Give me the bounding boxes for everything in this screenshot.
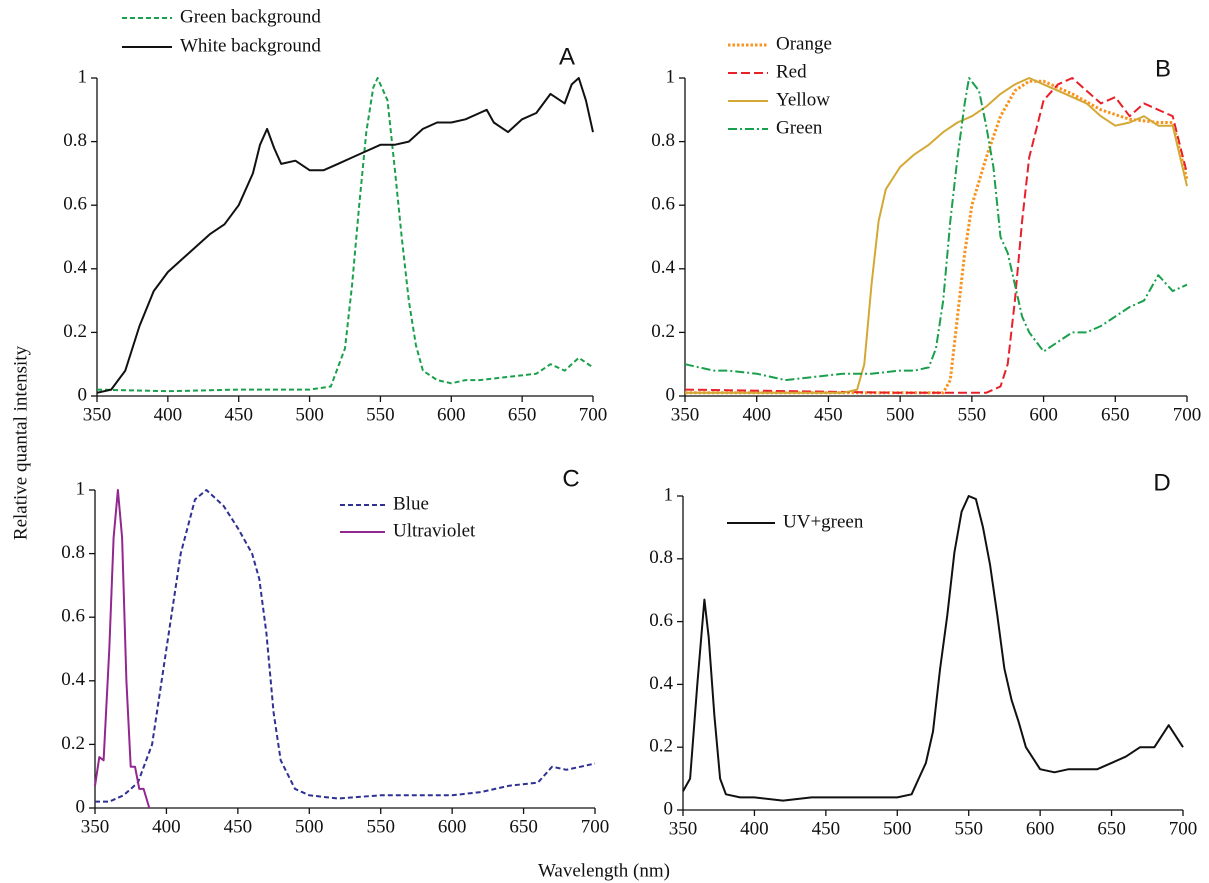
x-tick-label: 400 <box>742 404 771 425</box>
x-tick-label: 600 <box>1026 818 1055 839</box>
x-tick-label: 600 <box>437 404 466 425</box>
x-tick-label: 550 <box>366 816 395 837</box>
x-tick-label: 400 <box>152 816 181 837</box>
x-tick-label: 400 <box>740 818 769 839</box>
panel-letter: C <box>562 465 579 492</box>
x-tick-label: 600 <box>1029 404 1058 425</box>
x-tick-label: 350 <box>669 818 698 839</box>
y-tick-label: 0 <box>78 384 88 405</box>
legend-label: Yellow <box>776 89 830 110</box>
x-tick-label: 650 <box>1101 404 1130 425</box>
y-tick-label: 1 <box>664 484 674 505</box>
x-tick-label: 450 <box>812 818 841 839</box>
panel-letter: D <box>1153 469 1170 496</box>
y-tick-label: 0.8 <box>61 542 85 563</box>
y-tick-label: 0.4 <box>61 669 85 690</box>
legend-label: UV+green <box>783 511 864 532</box>
legend-label: Green <box>776 117 823 138</box>
x-tick-label: 450 <box>224 816 253 837</box>
data-line <box>684 77 1188 394</box>
y-tick-label: 0 <box>76 796 86 817</box>
data-line <box>95 489 596 803</box>
x-tick-label: 400 <box>154 404 183 425</box>
y-tick-label: 0.6 <box>651 194 675 215</box>
y-tick-label: 0.2 <box>651 321 675 342</box>
x-tick-label: 700 <box>1173 404 1202 425</box>
legend-label: Orange <box>776 33 832 54</box>
y-axis-label: Relative quantal intensity <box>10 345 31 540</box>
y-tick-label: 0 <box>666 384 676 405</box>
y-tick-label: 0 <box>664 798 674 819</box>
data-line <box>685 77 1188 394</box>
data-line <box>684 77 1188 382</box>
data-line <box>94 489 151 809</box>
y-tick-label: 0.8 <box>651 130 675 151</box>
x-tick-label: 500 <box>883 818 912 839</box>
x-tick-label: 700 <box>579 404 608 425</box>
y-tick-label: 0.8 <box>63 130 87 151</box>
legend-label: Ultraviolet <box>393 520 476 541</box>
x-tick-label: 500 <box>295 816 324 837</box>
y-tick-label: 1 <box>78 66 88 87</box>
x-tick-label: 650 <box>1097 818 1126 839</box>
x-tick-label: 350 <box>671 404 700 425</box>
x-axis-label: Wavelength (nm) <box>538 860 670 881</box>
y-tick-label: 0.8 <box>649 547 673 568</box>
y-tick-label: 0.6 <box>649 610 673 631</box>
x-tick-label: 450 <box>814 404 843 425</box>
y-tick-label: 1 <box>666 66 676 87</box>
data-line <box>96 77 594 394</box>
x-tick-label: 550 <box>958 404 987 425</box>
x-tick-label: 700 <box>581 816 610 837</box>
data-line <box>682 495 1184 802</box>
x-tick-label: 650 <box>508 404 537 425</box>
x-tick-label: 450 <box>224 404 253 425</box>
x-tick-label: 700 <box>1169 818 1198 839</box>
x-tick-label: 500 <box>886 404 915 425</box>
x-tick-label: 550 <box>366 404 395 425</box>
y-tick-label: 0.2 <box>649 736 673 757</box>
y-tick-label: 0.2 <box>61 733 85 754</box>
x-tick-label: 350 <box>81 816 110 837</box>
data-line <box>96 77 594 393</box>
y-tick-label: 0.4 <box>649 673 673 694</box>
y-tick-label: 0.4 <box>651 257 675 278</box>
y-tick-label: 0.2 <box>63 321 87 342</box>
panel-letter: B <box>1155 55 1171 82</box>
y-tick-label: 0.4 <box>63 257 87 278</box>
legend-label: Blue <box>393 493 429 514</box>
x-tick-label: 500 <box>295 404 324 425</box>
y-tick-label: 1 <box>76 478 86 499</box>
data-line <box>685 79 1189 395</box>
x-tick-label: 550 <box>954 818 983 839</box>
legend-label: White background <box>180 35 321 56</box>
legend-label: Green background <box>180 6 321 27</box>
x-tick-label: 350 <box>83 404 112 425</box>
x-tick-label: 600 <box>438 816 467 837</box>
y-tick-label: 0.6 <box>61 606 85 627</box>
y-tick-label: 0.6 <box>63 194 87 215</box>
legend-label: Red <box>776 61 807 82</box>
x-tick-label: 650 <box>509 816 538 837</box>
panel-letter: A <box>559 43 575 70</box>
